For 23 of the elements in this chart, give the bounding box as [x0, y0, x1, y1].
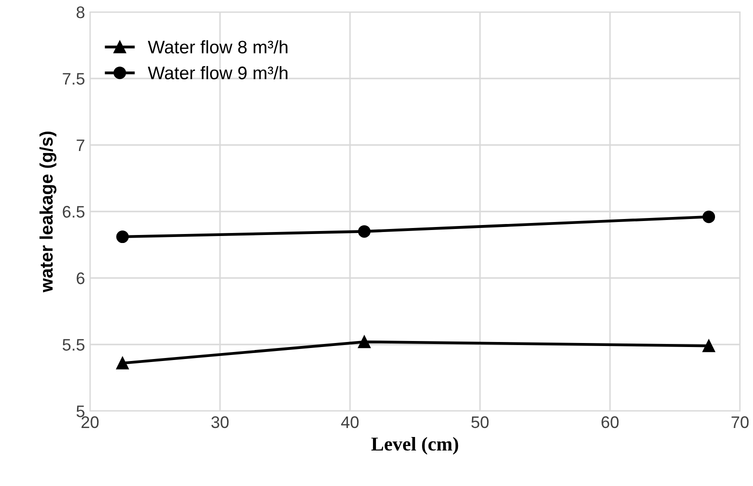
- x-tick-label: 70: [732, 416, 749, 428]
- y-tick-label: 7.5: [62, 73, 84, 85]
- point: [702, 340, 716, 352]
- x-tick-label: 50: [471, 416, 489, 428]
- point: [116, 356, 129, 370]
- x-tick-label: 30: [211, 416, 229, 428]
- legend-label: Water flow 8 m³/h: [148, 40, 288, 54]
- point: [702, 210, 716, 224]
- x-tick-label: 20: [82, 416, 99, 428]
- y-tick-label: 8: [76, 6, 84, 18]
- y-tick-label: 5: [76, 406, 84, 418]
- y-tick-label: 6: [76, 272, 84, 284]
- point: [358, 225, 371, 238]
- y-tick-label: 7: [76, 140, 84, 152]
- x-tick-label: 60: [602, 416, 619, 428]
- point: [116, 230, 129, 244]
- point: [358, 336, 371, 348]
- legend-label: Water flow 9 m³/h: [148, 66, 288, 80]
- y-tick-label: 6.5: [62, 206, 84, 218]
- x-tick-label: 40: [341, 416, 359, 428]
- y-tick-label: 5.5: [62, 339, 84, 351]
- y-axis-title: water leakage (g/s): [40, 132, 56, 292]
- x-axis-title: Level (cm): [371, 436, 458, 455]
